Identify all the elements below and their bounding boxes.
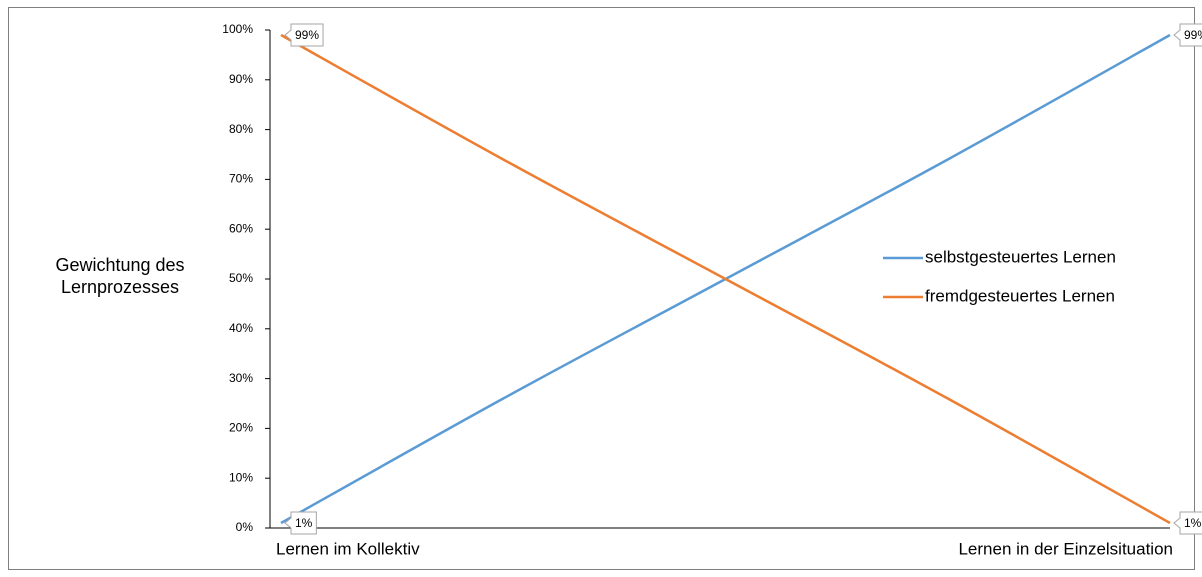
y-tick-label: 60% xyxy=(229,221,253,235)
y-tick-label: 70% xyxy=(229,172,253,186)
y-tick-label: 10% xyxy=(229,470,253,484)
y-tick-label: 40% xyxy=(229,321,253,335)
x-tick-label: Lernen in der Einzelsituation xyxy=(958,539,1173,558)
data-label-box xyxy=(284,23,324,47)
data-label-box xyxy=(1173,511,1202,535)
y-tick-label: 100% xyxy=(222,22,253,36)
y-tick-label: 80% xyxy=(229,122,253,136)
y-tick-label: 30% xyxy=(229,371,253,385)
frame xyxy=(8,7,1195,570)
data-label: 1% xyxy=(295,516,313,530)
y-tick-label: 90% xyxy=(229,72,253,86)
y-tick-label: 50% xyxy=(229,271,253,285)
data-label-box xyxy=(284,511,317,535)
data-label-box xyxy=(1173,23,1202,47)
y-axis-label: Gewichtung des Lernprozesses xyxy=(55,255,185,297)
data-label: 99% xyxy=(1184,28,1202,42)
legend-label: selbstgesteuertes Lernen xyxy=(925,247,1116,266)
data-label: 99% xyxy=(295,28,319,42)
legend-label: fremdgesteuertes Lernen xyxy=(925,286,1115,305)
x-tick-label: Lernen im Kollektiv xyxy=(276,539,420,558)
y-tick-label: 20% xyxy=(229,421,253,435)
series-line xyxy=(280,33,1171,525)
data-label: 1% xyxy=(1184,516,1202,530)
y-tick-label: 0% xyxy=(236,520,254,534)
